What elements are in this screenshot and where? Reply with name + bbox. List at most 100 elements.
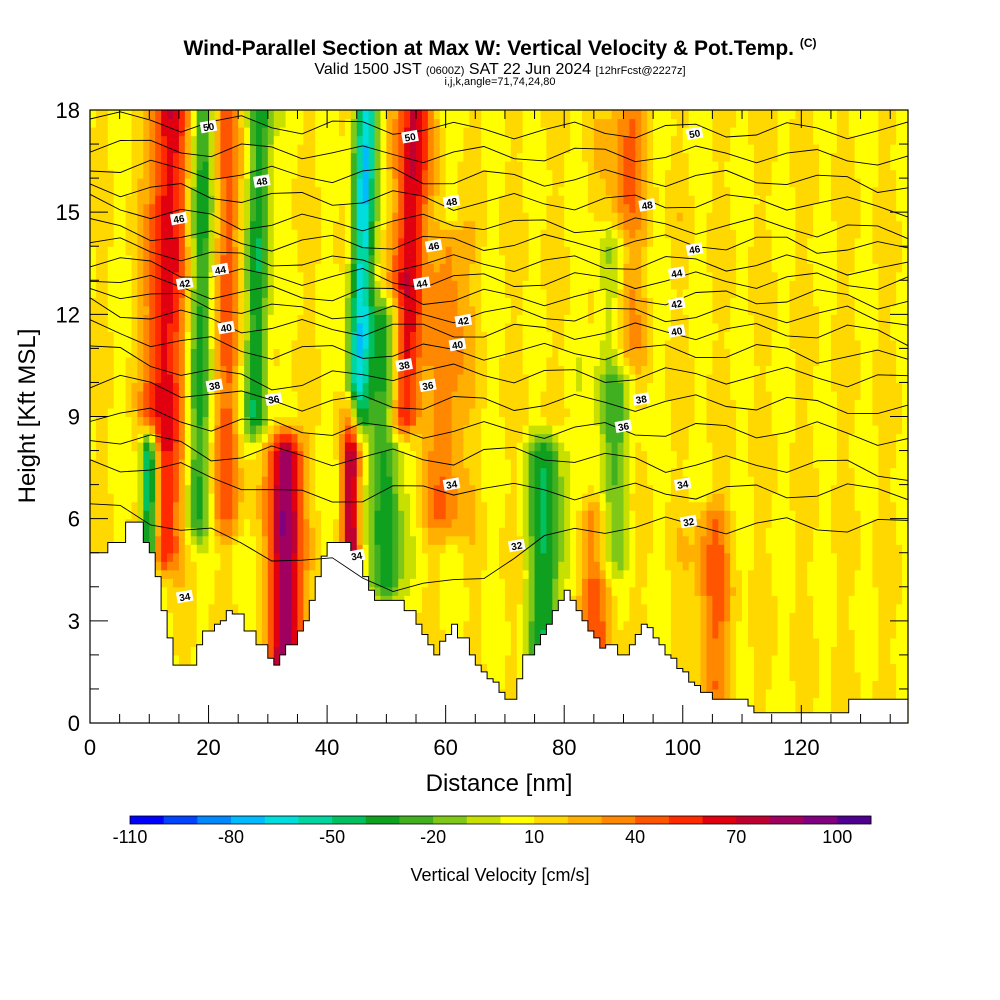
velocity-cell: [327, 110, 334, 120]
velocity-cell: [410, 433, 417, 443]
velocity-cell: [327, 339, 334, 349]
velocity-cell: [493, 399, 500, 409]
velocity-cell: [161, 203, 168, 213]
velocity-cell: [338, 127, 346, 137]
velocity-cell: [161, 118, 168, 128]
velocity-cell: [475, 442, 482, 452]
velocity-cell: [439, 144, 447, 154]
velocity-cell: [190, 501, 198, 511]
velocity-cell: [226, 348, 233, 358]
velocity-cell: [149, 535, 156, 545]
velocity-cell: [457, 161, 465, 171]
velocity-cell: [315, 263, 322, 273]
velocity-cell: [469, 425, 476, 435]
velocity-cell: [291, 603, 299, 613]
velocity-cell: [303, 476, 310, 486]
velocity-cell: [238, 425, 245, 435]
velocity-cell: [350, 203, 358, 213]
velocity-cell: [279, 144, 287, 154]
velocity-cell: [113, 493, 121, 503]
velocity-cell: [374, 237, 382, 247]
velocity-cell: [113, 288, 121, 298]
velocity-cell: [107, 135, 115, 145]
velocity-cell: [273, 178, 281, 188]
velocity-cell: [238, 263, 245, 273]
velocity-cell: [457, 246, 465, 256]
velocity-cell: [291, 220, 299, 230]
velocity-cell: [386, 331, 393, 341]
velocity-cell: [427, 365, 435, 375]
velocity-cell: [190, 544, 198, 554]
velocity-cell: [125, 331, 133, 341]
velocity-cell: [416, 476, 423, 486]
velocity-cell: [380, 135, 387, 145]
velocity-cell: [167, 603, 174, 613]
velocity-cell: [398, 399, 405, 409]
velocity-cell: [362, 518, 370, 528]
velocity-cell: [380, 390, 387, 401]
velocity-cell: [107, 118, 115, 128]
velocity-cell: [398, 501, 405, 511]
velocity-cell: [101, 246, 109, 256]
velocity-cell: [261, 135, 269, 145]
velocity-cell: [333, 416, 340, 426]
velocity-cell: [285, 314, 293, 324]
velocity-cell: [155, 348, 162, 358]
velocity-cell: [445, 229, 453, 239]
velocity-cell: [321, 288, 328, 298]
velocity-cell: [285, 501, 293, 511]
velocity-cell: [380, 493, 387, 503]
velocity-cell: [208, 246, 216, 256]
velocity-cell: [196, 552, 204, 562]
velocity-cell: [469, 365, 476, 375]
velocity-cell: [416, 578, 423, 588]
velocity-cell: [297, 237, 304, 247]
velocity-cell: [416, 203, 423, 213]
velocity-cell: [131, 501, 139, 511]
velocity-cell: [161, 237, 168, 247]
velocity-cell: [101, 178, 109, 188]
velocity-cell: [410, 382, 417, 392]
velocity-cell: [226, 484, 233, 494]
velocity-cell: [107, 510, 115, 520]
velocity-cell: [374, 322, 382, 332]
velocity-cell: [232, 382, 239, 392]
velocity-cell: [356, 280, 364, 290]
velocity-cell: [356, 152, 364, 162]
velocity-cell: [327, 356, 334, 367]
velocity-cell: [374, 229, 382, 239]
velocity-cell: [255, 637, 263, 647]
velocity-cell: [267, 382, 275, 392]
velocity-cell: [90, 535, 97, 545]
velocity-cell: [202, 586, 210, 596]
velocity-cell: [285, 280, 293, 290]
velocity-cell: [273, 493, 281, 503]
velocity-cell: [451, 544, 459, 554]
velocity-cell: [279, 118, 287, 128]
velocity-cell: [95, 365, 103, 375]
velocity-cell: [344, 390, 352, 401]
velocity-cell: [457, 356, 465, 367]
velocity-cell: [172, 527, 180, 537]
velocity-cell: [190, 442, 198, 452]
velocity-cell: [463, 552, 470, 562]
velocity-cell: [338, 280, 346, 290]
velocity-cell: [107, 110, 115, 120]
velocity-cell: [255, 144, 263, 154]
velocity-cell: [350, 237, 358, 247]
velocity-cell: [238, 331, 245, 341]
velocity-cell: [404, 467, 411, 477]
velocity-cell: [285, 637, 293, 647]
velocity-cell: [167, 425, 174, 435]
velocity-cell: [172, 569, 180, 579]
velocity-cell: [226, 561, 233, 571]
velocity-cell: [95, 152, 103, 162]
velocity-cell: [475, 280, 482, 290]
velocity-cell: [350, 476, 358, 486]
velocity-cell: [226, 442, 233, 452]
velocity-cell: [285, 425, 293, 435]
velocity-cell: [285, 416, 293, 426]
velocity-cell: [167, 407, 174, 418]
velocity-cell: [172, 331, 180, 341]
velocity-cell: [261, 144, 269, 154]
